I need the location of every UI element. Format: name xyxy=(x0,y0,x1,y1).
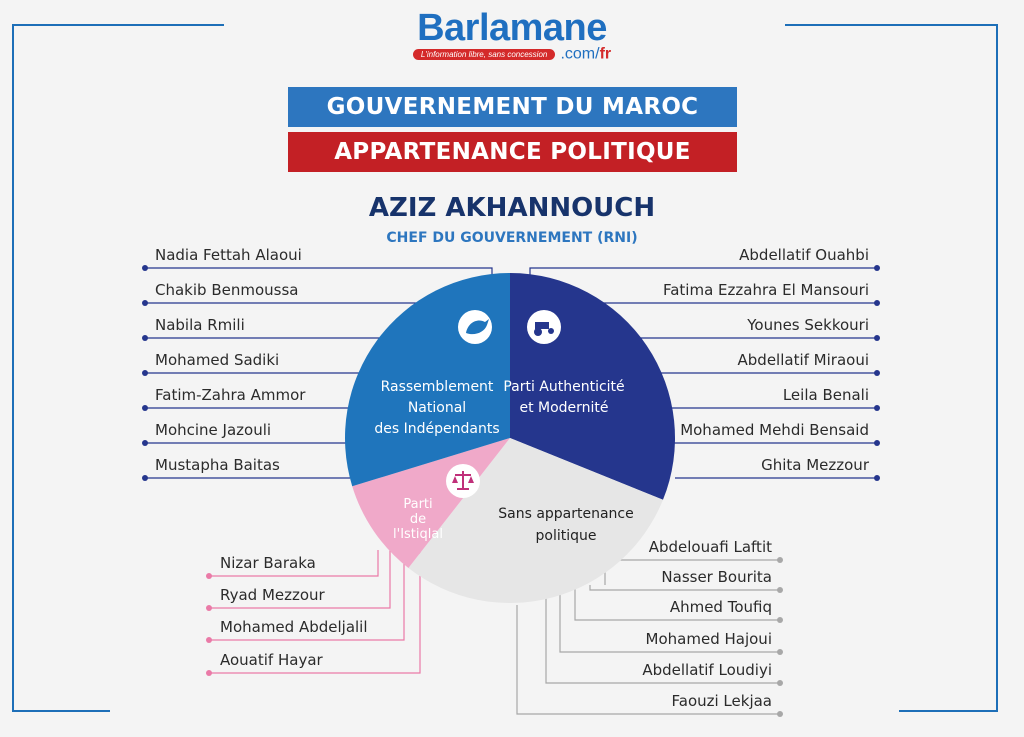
head-of-government-name: AZIZ AKHANNOUCH xyxy=(368,193,656,223)
pam-label: Parti Authenticité et Modernité xyxy=(503,379,624,416)
connector-line xyxy=(209,550,405,641)
connector-dot xyxy=(142,370,148,376)
connector-line xyxy=(574,585,780,621)
logo-brand: Barlamane xyxy=(417,7,607,49)
member-name: Mohcine Jazouli xyxy=(155,421,272,439)
connector-dot xyxy=(142,265,148,271)
tractor-icon xyxy=(527,310,561,344)
member-name: Nabila Rmili xyxy=(155,316,245,334)
slice-independent xyxy=(408,438,663,603)
connector-dot xyxy=(874,300,880,306)
connector-dot xyxy=(142,475,148,481)
barlamane-logo[interactable]: Barlamane L'information libre, sans conc… xyxy=(0,8,1024,64)
member-name: Mohamed Abdeljalil xyxy=(220,618,368,636)
connector-dot xyxy=(777,617,783,623)
connector-dot xyxy=(777,711,783,717)
member-name: Fatima Ezzahra El Mansouri xyxy=(662,281,869,299)
member-name: Ghita Mezzour xyxy=(761,456,869,474)
subtitle-banner: APPARTENANCE POLITIQUE xyxy=(288,132,737,172)
rni-label: Rassemblement National des Indépendants xyxy=(374,379,499,437)
connector-dot xyxy=(874,405,880,411)
istiqlal-label: Parti de l'Istiqlal xyxy=(393,497,443,542)
connector-dot xyxy=(206,637,212,643)
member-name: Aouatif Hayar xyxy=(220,651,323,669)
connector-line xyxy=(209,550,421,674)
independent-label: Sans appartenance politique xyxy=(498,506,634,544)
frame-line-left xyxy=(12,24,14,712)
member-name: Faouzi Lekjaa xyxy=(671,692,773,710)
member-name: Abdellatif Miraoui xyxy=(737,351,869,369)
frame-line-bottom-right xyxy=(899,710,998,712)
member-name: Abdellatif Ouahbi xyxy=(739,246,869,264)
connector-dot xyxy=(874,370,880,376)
member-name: Nasser Bourita xyxy=(661,568,772,586)
connector-lines xyxy=(142,265,880,717)
member-name: Fatim-Zahra Ammor xyxy=(155,386,306,404)
connector-dot xyxy=(142,440,148,446)
connector-dot xyxy=(777,587,783,593)
member-name: Chakib Benmoussa xyxy=(155,281,299,299)
member-name: Mohamed Mehdi Bensaid xyxy=(680,421,869,439)
connector-dot xyxy=(206,605,212,611)
connector-line xyxy=(559,585,780,653)
connector-dot xyxy=(777,557,783,563)
connector-dot xyxy=(142,300,148,306)
party-pie-labels: Rassemblement National des IndépendantsPar… xyxy=(374,379,633,544)
frame-line-bottom-left xyxy=(12,710,110,712)
connector-line xyxy=(209,550,379,577)
connector-dot xyxy=(777,680,783,686)
dove-icon xyxy=(458,310,492,344)
connector-dot xyxy=(874,335,880,341)
member-name: Abdellatif Loudiyi xyxy=(642,661,772,679)
connector-dot xyxy=(142,405,148,411)
connector-dot xyxy=(874,440,880,446)
member-name: Ahmed Toufiq xyxy=(669,598,772,616)
member-name: Mohamed Sadiki xyxy=(155,351,280,369)
frame-line-right xyxy=(996,24,998,712)
member-name: Mohamed Hajoui xyxy=(645,630,772,648)
head-of-government-role: CHEF DU GOUVERNEMENT (RNI) xyxy=(386,230,638,246)
connector-line xyxy=(589,585,780,591)
party-pie xyxy=(345,273,675,603)
member-name: Nadia Fettah Alaoui xyxy=(155,246,302,264)
title-banner: GOUVERNEMENT DU MAROC xyxy=(288,87,737,127)
member-name: Younes Sekkouri xyxy=(747,316,869,334)
connector-dot xyxy=(206,573,212,579)
connector-dot xyxy=(206,670,212,676)
connector-line xyxy=(145,267,493,280)
member-name: Ryad Mezzour xyxy=(220,586,325,604)
connector-dot xyxy=(777,649,783,655)
connector-dot xyxy=(874,475,880,481)
frame-line-top-left xyxy=(12,24,224,26)
connector-dot xyxy=(142,335,148,341)
logo-domain: .com/fr xyxy=(560,45,612,63)
connector-line xyxy=(529,267,877,280)
member-name: Mustapha Baitas xyxy=(155,456,280,474)
frame-line-top-right xyxy=(785,24,998,26)
scales-icon xyxy=(446,464,480,498)
connector-line xyxy=(545,585,780,684)
connector-line xyxy=(516,605,780,715)
connector-line xyxy=(209,550,391,609)
logo-tagline: L'information libre, sans concession xyxy=(412,49,556,60)
member-name: Nizar Baraka xyxy=(220,554,316,572)
member-name: Abdelouafi Laftit xyxy=(648,538,772,556)
connector-dot xyxy=(874,265,880,271)
member-name: Leila Benali xyxy=(782,386,869,404)
